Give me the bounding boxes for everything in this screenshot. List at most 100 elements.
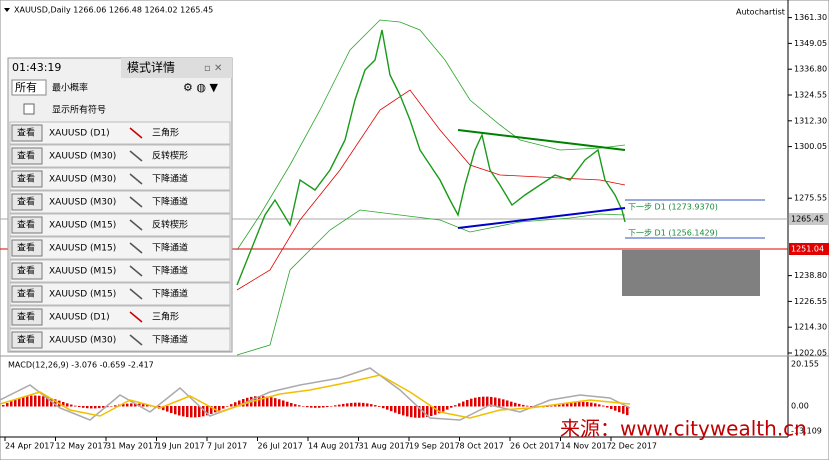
macd-bar [354,402,357,407]
macd-bar [134,403,137,407]
row-symbol: XAUUSD (M15) [49,221,116,231]
view-button[interactable] [11,262,43,280]
macd-bar [574,402,577,407]
macd-bar [510,401,513,407]
view-label[interactable]: 查看 [17,334,35,346]
macd-bar [566,403,569,407]
macd-bar [126,403,129,407]
price-label: 1226.55 [794,297,827,306]
macd-bar [334,405,337,407]
row-symbol: XAUUSD (M15) [49,267,116,277]
macd-bar [314,406,317,408]
view-button[interactable] [11,193,43,211]
macd-bar [234,402,237,407]
macd-bar [262,396,265,407]
macd-bar [418,406,421,418]
tab[interactable] [11,79,47,96]
macd-bar [602,405,605,407]
macd-bar [298,405,301,407]
view-label[interactable]: 查看 [17,265,35,277]
autochartist: Autochartist [736,8,785,17]
price-label: 1349.05 [794,39,827,48]
show-all[interactable]: 显示所有符号 [52,104,106,116]
macd-bar [206,406,209,416]
macd-bar [618,406,621,413]
macd-axis: 20.155 [791,360,819,369]
macd-bar [462,401,465,407]
view-label[interactable]: 查看 [17,242,35,254]
macd-bar [458,403,461,407]
macd-bar [594,403,597,407]
view-label[interactable]: 查看 [17,127,35,139]
view-label[interactable]: 查看 [17,311,35,323]
view-label[interactable]: 查看 [17,150,35,162]
macd-bar [162,406,165,411]
macd-label: MACD(12,26,9) -3.076 -0.659 -2.417 [8,361,154,370]
tab-label[interactable]: 所有 [15,80,37,94]
row-pattern: 下降通道 [152,334,188,346]
bollinger-lower [236,209,626,356]
macd-bar [6,403,9,407]
row-bg [9,259,231,283]
level-box [789,243,829,255]
macd-bar [606,406,609,408]
macd-bar [514,402,517,407]
view-button[interactable] [11,331,43,349]
macd-bar [390,406,393,412]
price-label: 1324.55 [794,91,827,100]
view-label[interactable]: 查看 [17,196,35,208]
macd-bar [434,406,437,415]
checkbox[interactable] [23,103,35,115]
macd-bar [358,402,361,407]
tools[interactable]: ⚙ ◍ ▼ [183,81,218,94]
view-button[interactable] [11,124,43,142]
row-symbol: XAUUSD (M30) [49,336,116,346]
view-label[interactable]: 查看 [17,288,35,300]
macd-axis: -13.109 [791,427,822,436]
row-symbol: XAUUSD (M15) [49,290,116,300]
macd-bar [526,405,529,407]
macd-bar [410,406,413,418]
panel-titlebar [121,58,232,78]
view-label[interactable]: 查看 [17,173,35,185]
view-button[interactable] [11,285,43,303]
date-label: 19 Sep 2017 [409,442,460,451]
macd-bar [322,406,325,408]
row-pattern: 下降通道 [152,173,188,185]
view-button[interactable] [11,239,43,257]
annotation: 下一步 D1 (1273.9370) [628,203,718,212]
macd-bar [270,397,273,407]
row-pattern: 下降通道 [152,288,188,300]
macd-bar [10,401,13,407]
macd-bar [558,404,561,407]
view-button[interactable] [11,308,43,326]
price-series [236,29,626,286]
macd-bar [350,402,353,407]
view-label[interactable]: 查看 [17,219,35,231]
macd-bar [362,402,365,407]
price-label: 1275.55 [794,194,827,203]
macd-axis: 0.00 [791,402,809,411]
trend-line-upper [457,129,626,151]
filter[interactable]: 最小概率 [52,82,88,94]
watermark: 来源：www.citywealth.cn [560,417,807,441]
macd-bar [582,401,585,407]
macd-bar [94,406,97,409]
row-bg [9,213,231,237]
macd-bar [430,406,433,417]
panel-buttons[interactable]: ▫ ✕ [204,63,222,74]
symbol-line: XAUUSD,Daily 1266.06 1266.48 1264.02 126… [14,6,213,15]
macd-bar [562,403,565,407]
macd-bar [178,406,181,416]
macd-bar [74,405,77,407]
macd-bar [2,405,5,407]
view-button[interactable] [11,147,43,165]
view-button[interactable] [11,170,43,188]
macd-bar [370,404,373,407]
macd-bar [474,397,477,407]
view-button[interactable] [11,216,43,234]
row-icon [129,334,143,346]
trend-line-lower [457,207,626,229]
macd-bar [614,406,617,411]
date-label: 31 Aug 2017 [359,442,410,451]
